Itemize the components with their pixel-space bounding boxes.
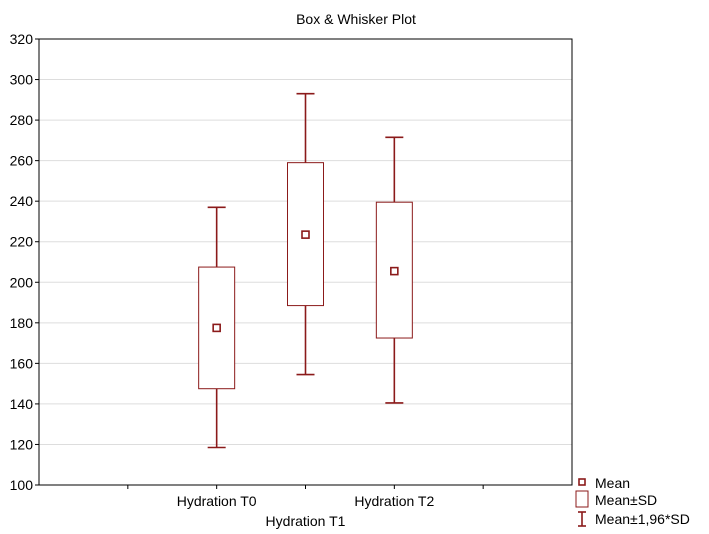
box-group bbox=[287, 92, 324, 376]
legend-mean-label: Mean bbox=[595, 475, 630, 491]
mean-marker bbox=[212, 323, 221, 333]
legend-ci-label: Mean±1,96*SD bbox=[595, 511, 690, 527]
legend-sd-label: Mean±SD bbox=[595, 492, 657, 508]
y-tick-label: 200 bbox=[10, 274, 34, 290]
chart-title: Box & Whisker Plot bbox=[296, 11, 416, 27]
box-group bbox=[198, 206, 236, 449]
y-tick-label: 260 bbox=[10, 153, 34, 169]
boxes-layer bbox=[198, 92, 413, 449]
legend: Mean Mean±SD Mean±1,96*SD bbox=[575, 475, 690, 527]
x-tick-label: Hydration T2 bbox=[354, 493, 434, 509]
mean-marker bbox=[301, 230, 310, 239]
x-tick-label: Hydration T1 bbox=[266, 513, 346, 529]
x-tick-label: Hydration T0 bbox=[177, 493, 257, 509]
legend-ci-marker bbox=[578, 511, 586, 527]
y-tick-label: 120 bbox=[10, 436, 34, 452]
x-axis: Hydration T0 Hydration T1 Hydration T2 bbox=[127, 485, 484, 529]
y-tick-label: 180 bbox=[10, 315, 34, 331]
y-tick-label: 220 bbox=[10, 234, 34, 250]
legend-mean-marker bbox=[578, 478, 586, 486]
y-tick-label: 320 bbox=[10, 31, 34, 47]
y-tick-label: 280 bbox=[10, 112, 34, 128]
y-tick-label: 300 bbox=[10, 72, 34, 88]
y-tick-label: 100 bbox=[10, 477, 34, 493]
y-tick-label: 160 bbox=[10, 355, 34, 371]
y-tick-label: 140 bbox=[10, 396, 34, 412]
box-group bbox=[375, 136, 413, 404]
mean-marker bbox=[390, 266, 399, 276]
y-tick-label: 240 bbox=[10, 193, 34, 209]
y-axis: 100 120 140 160 180 200 220 240 260 280 300 320 bbox=[10, 31, 39, 493]
legend-sd-marker bbox=[575, 490, 589, 508]
